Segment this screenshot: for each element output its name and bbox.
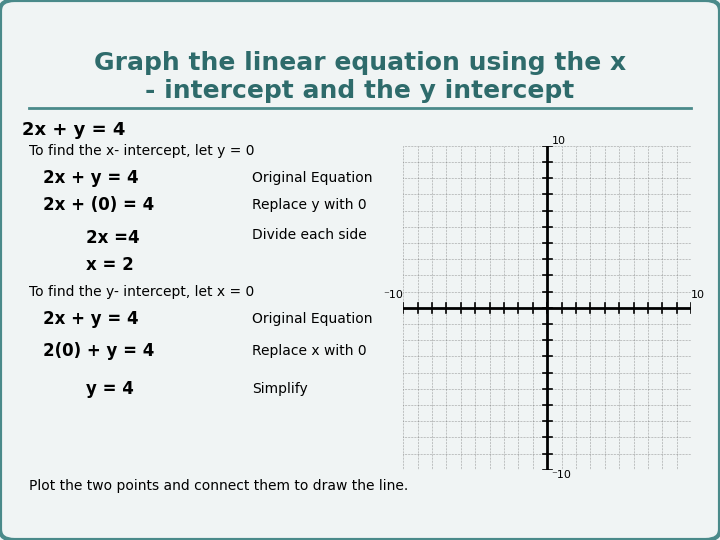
Text: 10: 10 — [691, 289, 705, 300]
Text: Simplify: Simplify — [252, 382, 307, 396]
Text: 2(0) + y = 4: 2(0) + y = 4 — [43, 342, 155, 360]
Text: 2x + y = 4: 2x + y = 4 — [43, 169, 139, 187]
Text: y = 4: y = 4 — [86, 380, 134, 398]
Text: Replace x with 0: Replace x with 0 — [252, 344, 366, 358]
Text: 2x =4: 2x =4 — [86, 228, 140, 247]
Text: Original Equation: Original Equation — [252, 312, 372, 326]
Text: 2x + y = 4: 2x + y = 4 — [22, 120, 125, 139]
Text: Plot the two points and connect them to draw the line.: Plot the two points and connect them to … — [29, 479, 408, 493]
Text: ⁻10: ⁻10 — [552, 470, 572, 480]
Text: Replace y with 0: Replace y with 0 — [252, 198, 366, 212]
Text: Graph the linear equation using the x
- intercept and the y intercept: Graph the linear equation using the x - … — [94, 51, 626, 103]
Text: ⁻10: ⁻10 — [383, 289, 403, 300]
Text: Divide each side: Divide each side — [252, 228, 366, 242]
Text: Original Equation: Original Equation — [252, 171, 372, 185]
Text: To find the x- intercept, let y = 0: To find the x- intercept, let y = 0 — [29, 144, 254, 158]
Text: 2x + y = 4: 2x + y = 4 — [43, 309, 139, 328]
Text: 2x + (0) = 4: 2x + (0) = 4 — [43, 196, 155, 214]
Text: x = 2: x = 2 — [86, 255, 134, 274]
Text: To find the y- intercept, let x = 0: To find the y- intercept, let x = 0 — [29, 285, 254, 299]
Text: 10: 10 — [552, 136, 565, 146]
